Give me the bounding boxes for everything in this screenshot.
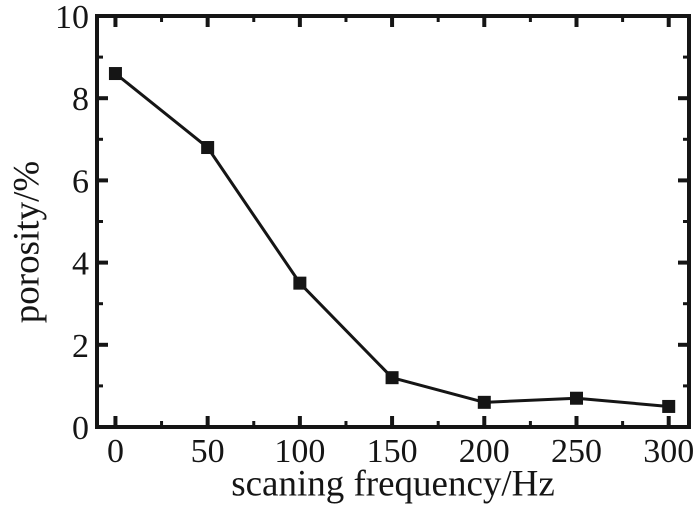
x-tick-label: 50 <box>191 433 225 470</box>
data-series-line <box>114 72 669 408</box>
data-point-marker <box>662 399 676 413</box>
x-tick-label: 150 <box>367 433 418 470</box>
y-tick-label: 6 <box>72 163 89 200</box>
data-point-marker <box>570 391 584 405</box>
data-point-marker <box>385 371 399 385</box>
x-tick-label: 250 <box>551 433 602 470</box>
data-point-marker <box>477 395 491 409</box>
x-tick-label: 0 <box>107 433 124 470</box>
x-tick-label: 100 <box>274 433 325 470</box>
data-point-marker <box>293 276 307 290</box>
x-axis-title: scaning frequency/Hz <box>231 463 555 505</box>
y-tick-label: 10 <box>55 0 89 36</box>
y-tick-label: 2 <box>72 328 89 365</box>
y-axis-title: porosity/% <box>6 160 48 324</box>
x-tick-label: 200 <box>459 433 510 470</box>
y-tick-label: 4 <box>72 246 89 283</box>
y-tick-label: 8 <box>72 81 89 118</box>
x-tick-label: 300 <box>643 433 694 470</box>
plot-frame <box>95 14 691 429</box>
data-point-marker <box>108 67 122 81</box>
y-tick-label: 0 <box>72 410 89 447</box>
data-point-marker <box>201 141 215 155</box>
